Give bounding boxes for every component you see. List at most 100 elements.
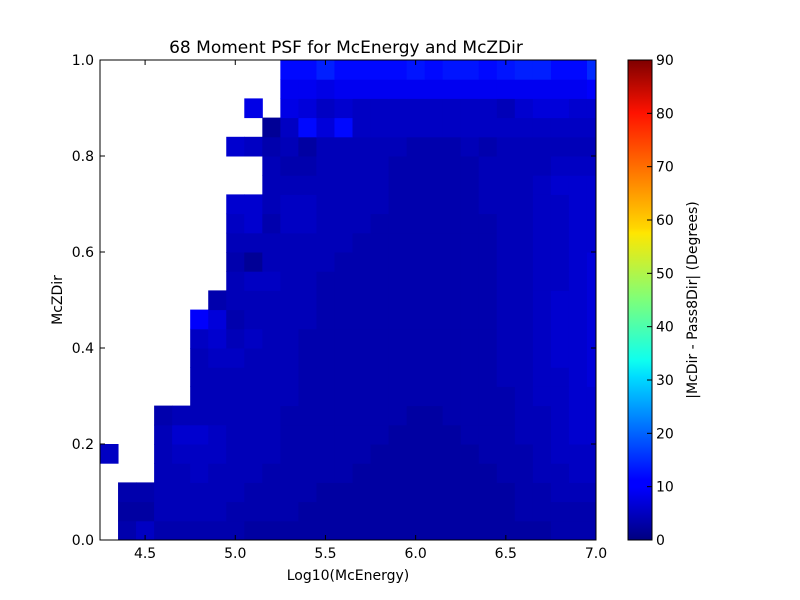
heatmap-cell	[406, 136, 426, 157]
heatmap-cell	[244, 463, 263, 483]
heatmap-cell	[550, 156, 570, 176]
y-axis-title: McZDir	[50, 275, 66, 325]
heatmap-cell	[280, 367, 299, 387]
heatmap-cell	[496, 136, 516, 157]
heatmap-cell	[118, 520, 137, 541]
heatmap-cell	[190, 348, 209, 368]
heatmap-cell	[532, 348, 552, 368]
heatmap-cell	[334, 482, 354, 503]
heatmap-cell	[262, 424, 281, 445]
heatmap-cell	[406, 175, 426, 195]
heatmap-cell	[262, 348, 281, 368]
heatmap-cell	[262, 156, 281, 176]
heatmap-cell	[424, 520, 444, 541]
heatmap-cell	[136, 520, 155, 541]
heatmap-cell	[406, 463, 426, 483]
heatmap-cell	[532, 117, 552, 138]
heatmap-cell	[298, 405, 317, 426]
heatmap-cell	[550, 501, 570, 522]
colorbar-tick-label: 30	[656, 373, 674, 389]
heatmap-cell	[298, 79, 317, 99]
heatmap-cell	[352, 501, 372, 522]
heatmap-cell	[352, 367, 372, 387]
heatmap-cell	[442, 482, 462, 503]
heatmap-cell	[334, 156, 354, 176]
heatmap-cell	[172, 501, 191, 522]
heatmap-cell	[586, 520, 597, 541]
heatmap-cell	[280, 194, 299, 215]
heatmap-cell	[262, 252, 281, 272]
heatmap-cell	[190, 309, 209, 330]
heatmap-cell	[262, 463, 281, 483]
heatmap-cell	[172, 463, 191, 483]
heatmap-cell	[478, 271, 498, 291]
heatmap-cell	[424, 194, 444, 215]
heatmap-cell	[334, 79, 354, 99]
heatmap-cell	[316, 232, 335, 253]
heatmap-cell	[496, 424, 516, 445]
heatmap-cell	[496, 367, 516, 387]
x-tick-label: 7.0	[585, 546, 607, 562]
heatmap-cell	[316, 405, 335, 426]
heatmap-cell	[514, 290, 534, 311]
heatmap-cell	[388, 463, 408, 483]
heatmap-cell	[226, 501, 245, 522]
heatmap-cell	[568, 213, 588, 234]
heatmap-cell	[424, 271, 444, 291]
heatmap-cell	[280, 79, 299, 99]
heatmap-cell	[334, 252, 354, 272]
heatmap-cell	[370, 444, 390, 464]
x-axis-title: Log10(McEnergy)	[287, 568, 410, 584]
heatmap-cell	[334, 136, 354, 157]
heatmap-cell	[550, 328, 570, 349]
heatmap-cell	[460, 309, 480, 330]
heatmap-cell	[568, 367, 588, 387]
heatmap-cell	[406, 213, 426, 234]
heatmap-cell	[334, 60, 354, 80]
heatmap-cell	[478, 520, 498, 541]
heatmap-cell	[424, 290, 444, 311]
heatmap-cell	[334, 271, 354, 291]
heatmap-cell	[316, 175, 335, 195]
heatmap-cell	[496, 156, 516, 176]
heatmap-cell	[478, 367, 498, 387]
heatmap-cell	[334, 98, 354, 119]
heatmap-cell	[460, 290, 480, 311]
heatmap-cell	[280, 175, 299, 195]
heatmap-cell	[442, 117, 462, 138]
heatmap-cell	[244, 290, 263, 311]
heatmap-cell	[262, 271, 281, 291]
heatmap-cell	[370, 386, 390, 407]
heatmap-cell	[280, 98, 299, 119]
heatmap-cell	[280, 328, 299, 349]
heatmap-cell	[532, 482, 552, 503]
heatmap-cell	[316, 252, 335, 272]
heatmap-cell	[388, 328, 408, 349]
heatmap-cell	[208, 367, 227, 387]
heatmap-cell	[280, 232, 299, 253]
heatmap-cell	[298, 501, 317, 522]
heatmap-cell	[136, 501, 155, 522]
heatmap-cell	[208, 348, 227, 368]
x-tick-label: 5.0	[224, 546, 246, 562]
heatmap-cell	[352, 520, 372, 541]
heatmap-cell	[550, 136, 570, 157]
heatmap-cell	[370, 213, 390, 234]
heatmap-cells	[100, 60, 597, 541]
heatmap-cell	[514, 175, 534, 195]
heatmap-cell	[514, 98, 534, 119]
heatmap-cell	[460, 194, 480, 215]
heatmap-cell	[316, 79, 335, 99]
heatmap-cell	[586, 271, 597, 291]
heatmap-cell	[514, 482, 534, 503]
heatmap-cell	[424, 348, 444, 368]
heatmap-cell	[334, 290, 354, 311]
heatmap-cell	[352, 60, 372, 80]
heatmap-cell	[406, 252, 426, 272]
heatmap-cell	[406, 194, 426, 215]
heatmap-cell	[370, 348, 390, 368]
heatmap-cell	[262, 482, 281, 503]
heatmap-cell	[532, 79, 552, 99]
heatmap-cell	[298, 386, 317, 407]
heatmap-cell	[316, 136, 335, 157]
